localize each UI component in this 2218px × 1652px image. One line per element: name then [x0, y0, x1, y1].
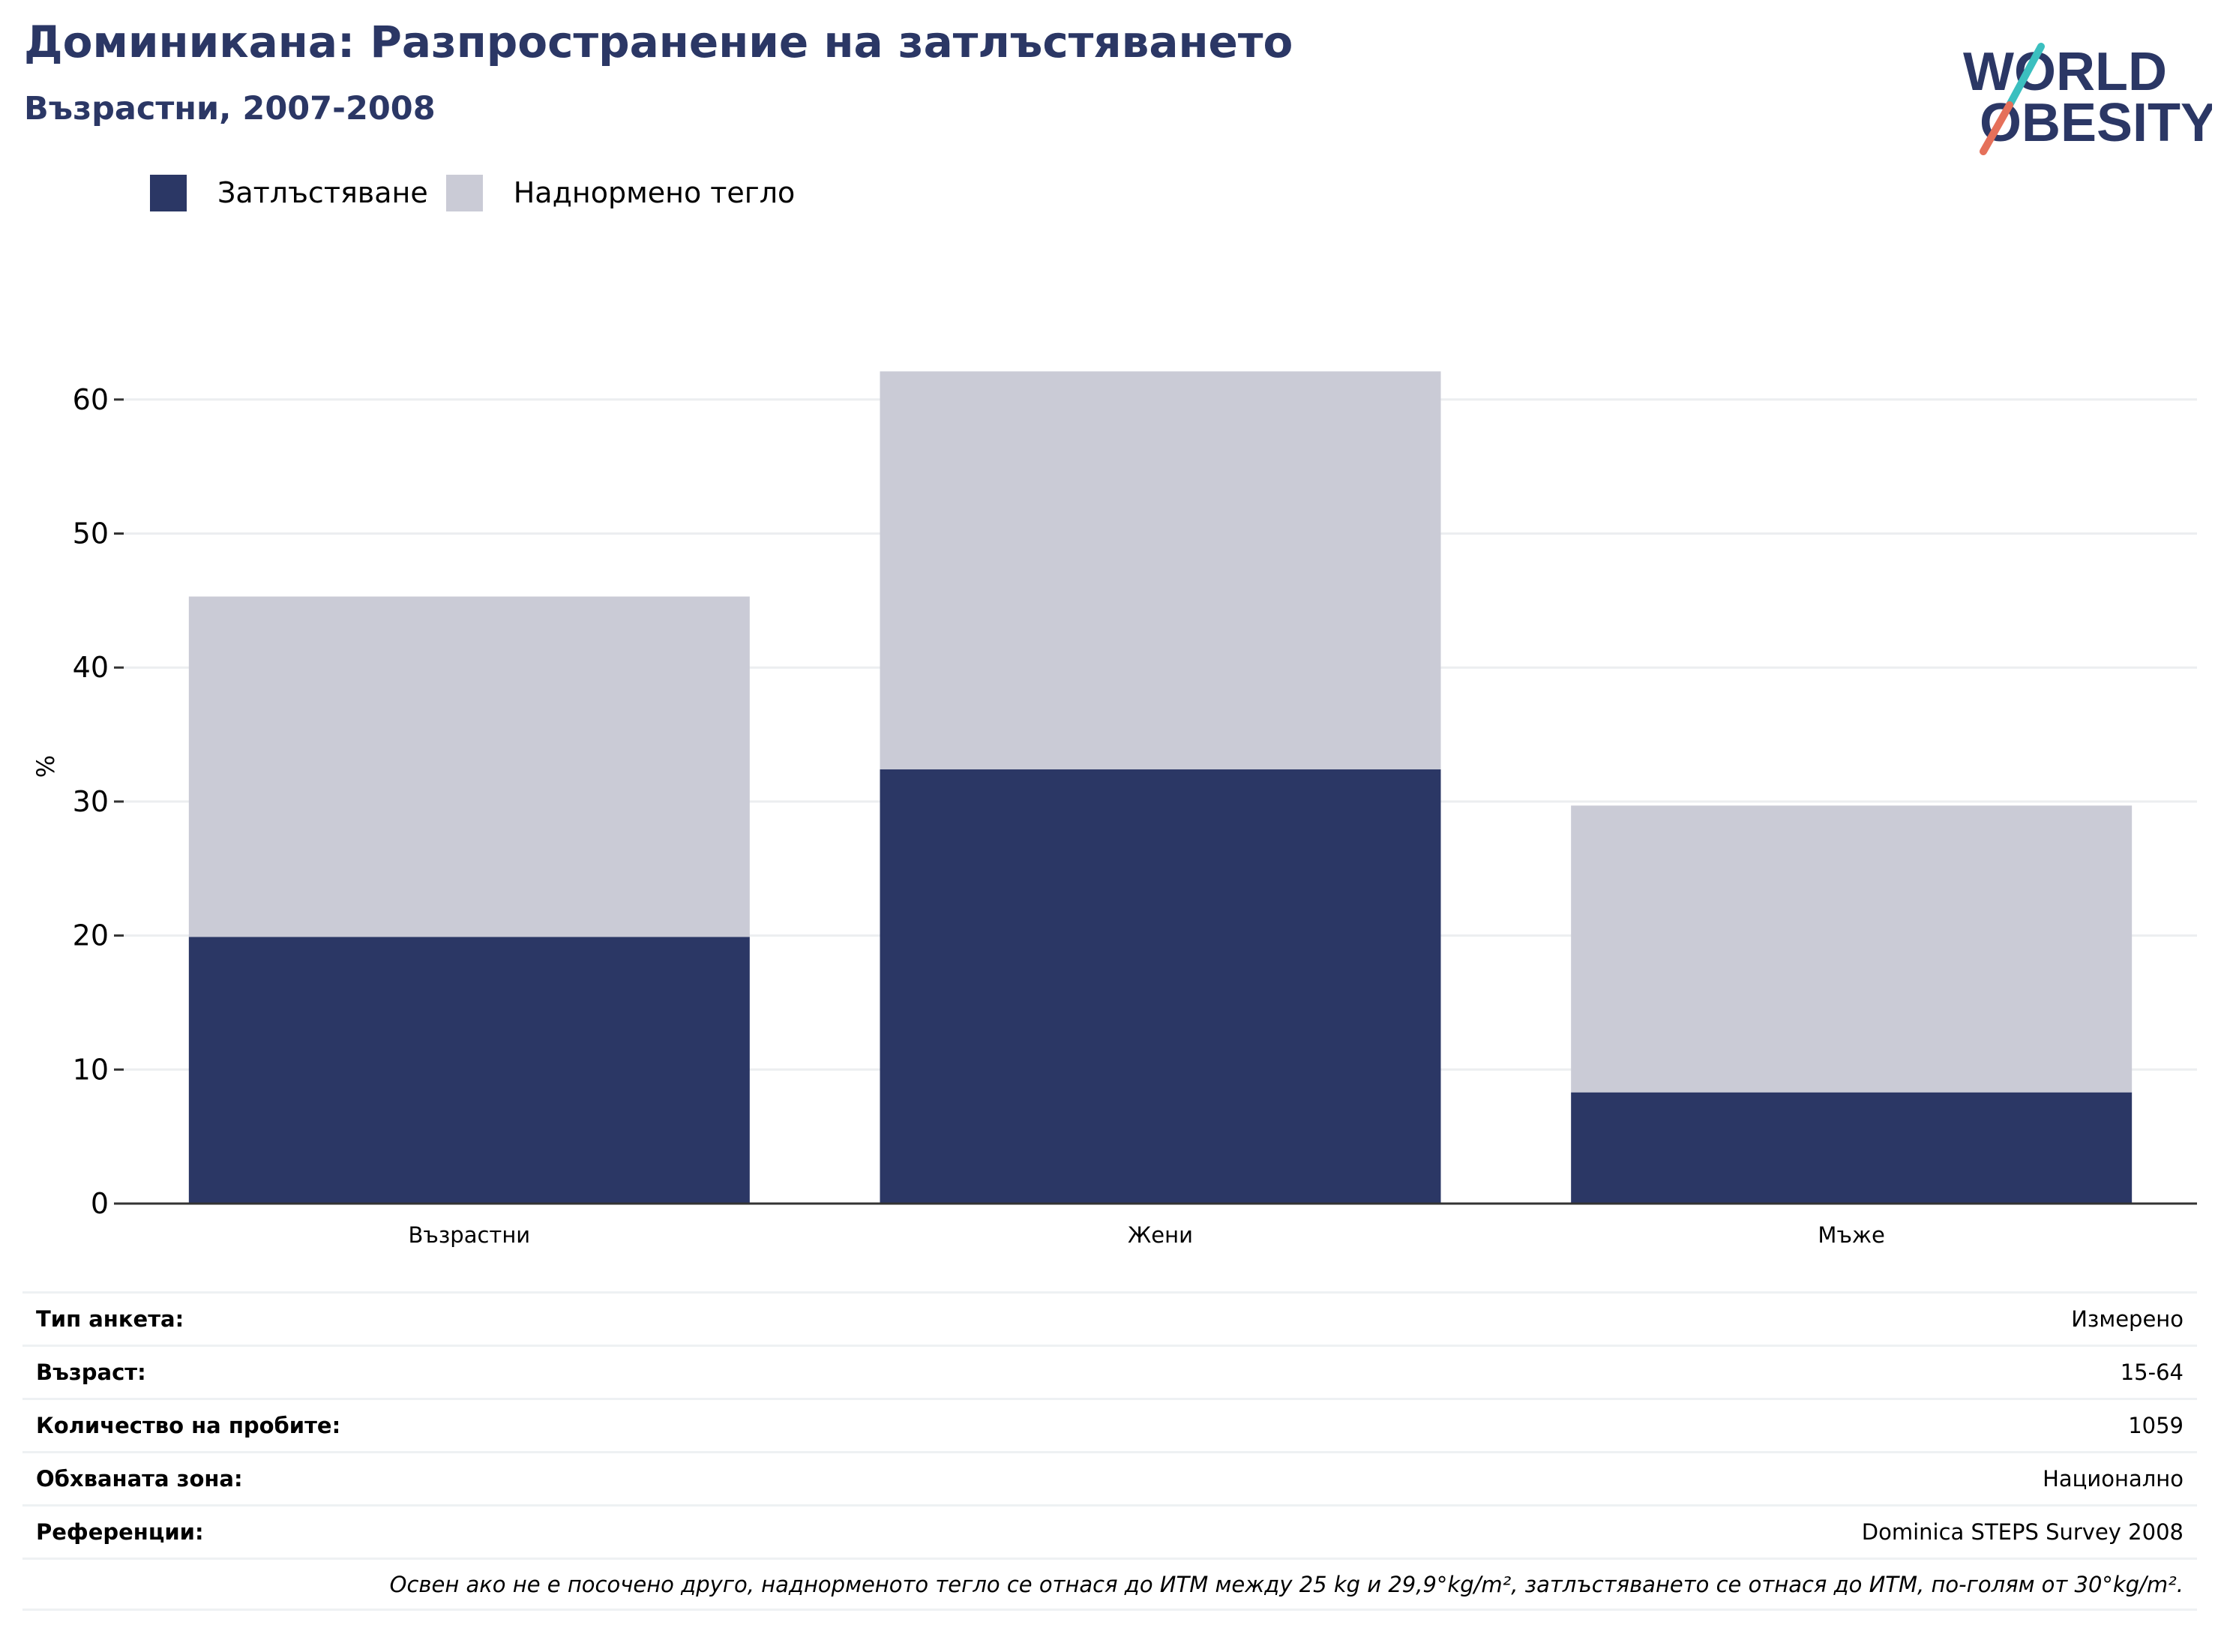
- legend-label-obesity: Затлъстяване: [217, 176, 428, 209]
- x-tick-label: Мъже: [1818, 1222, 1884, 1248]
- world-obesity-logo: WORLD OBESITY: [1963, 42, 2212, 155]
- legend-item-obesity: Затлъстяване: [150, 174, 428, 211]
- legend: Затлъстяване Наднормено тегло: [150, 174, 813, 211]
- bar-segment: [1571, 805, 2133, 1093]
- info-key: Количество на пробите:: [36, 1413, 341, 1438]
- y-tick-label: 60: [73, 383, 109, 416]
- stacked-bar-chart: 0 10 20 30 40 50 60% Възрастни Жени Мъже: [31, 371, 2197, 1248]
- bar-segment: [880, 371, 1441, 770]
- info-key: Обхваната зона:: [36, 1466, 243, 1492]
- y-tick-label: 50: [73, 517, 109, 550]
- logo-slash-top: [2006, 43, 2045, 109]
- definition-note: Освен ако не е посочено друго, наднормен…: [22, 1558, 2197, 1611]
- chart-subtitle: Възрастни, 2007-2008: [24, 90, 436, 127]
- y-tick-label: 30: [73, 785, 109, 818]
- info-value: Dominica STEPS Survey 2008: [1861, 1519, 2184, 1545]
- bar-segment: [188, 937, 750, 1204]
- info-value: Измерено: [2071, 1306, 2184, 1332]
- legend-label-overweight: Наднормено тегло: [513, 176, 796, 209]
- y-tick-label: 0: [91, 1187, 109, 1220]
- info-key: Референции:: [36, 1519, 204, 1545]
- info-row-references: Референции: Dominica STEPS Survey 2008: [22, 1504, 2197, 1558]
- logo-line2: OBESITY: [1980, 93, 2212, 153]
- legend-swatch-obesity: [150, 174, 187, 211]
- bar-segment: [188, 596, 750, 937]
- info-row-age: Възраст: 15-64: [22, 1345, 2197, 1398]
- logo-slash-bottom: [1980, 101, 2013, 155]
- info-row-area: Обхваната зона: Национално: [22, 1451, 2197, 1504]
- legend-swatch-overweight: [445, 174, 483, 211]
- y-tick-label: 10: [73, 1053, 109, 1086]
- info-key: Тип анкета:: [36, 1306, 184, 1332]
- survey-info-table: Тип анкета: Измерено Възраст: 15-64 Коли…: [22, 1291, 2197, 1611]
- info-key: Възраст:: [36, 1360, 146, 1385]
- bar-segment: [1571, 1092, 2133, 1204]
- y-axis-label: %: [31, 755, 60, 778]
- y-tick-label: 40: [73, 651, 109, 684]
- logo-line1: WORLD: [1963, 42, 2167, 102]
- info-value: Национално: [2043, 1466, 2184, 1492]
- info-row-sample-size: Количество на пробите: 1059: [22, 1398, 2197, 1451]
- bar-segment: [880, 769, 1441, 1204]
- info-row-survey-type: Тип анкета: Измерено: [22, 1291, 2197, 1345]
- info-value: 1059: [2128, 1413, 2184, 1438]
- x-tick-label: Възрастни: [409, 1222, 531, 1248]
- chart-title: Доминикана: Разпространение на затлъстяв…: [24, 16, 1293, 67]
- x-tick-label: Жени: [1128, 1222, 1193, 1248]
- legend-item-overweight: Наднормено тегло: [445, 174, 796, 211]
- info-value: 15-64: [2120, 1360, 2184, 1385]
- y-tick-label: 20: [73, 919, 109, 952]
